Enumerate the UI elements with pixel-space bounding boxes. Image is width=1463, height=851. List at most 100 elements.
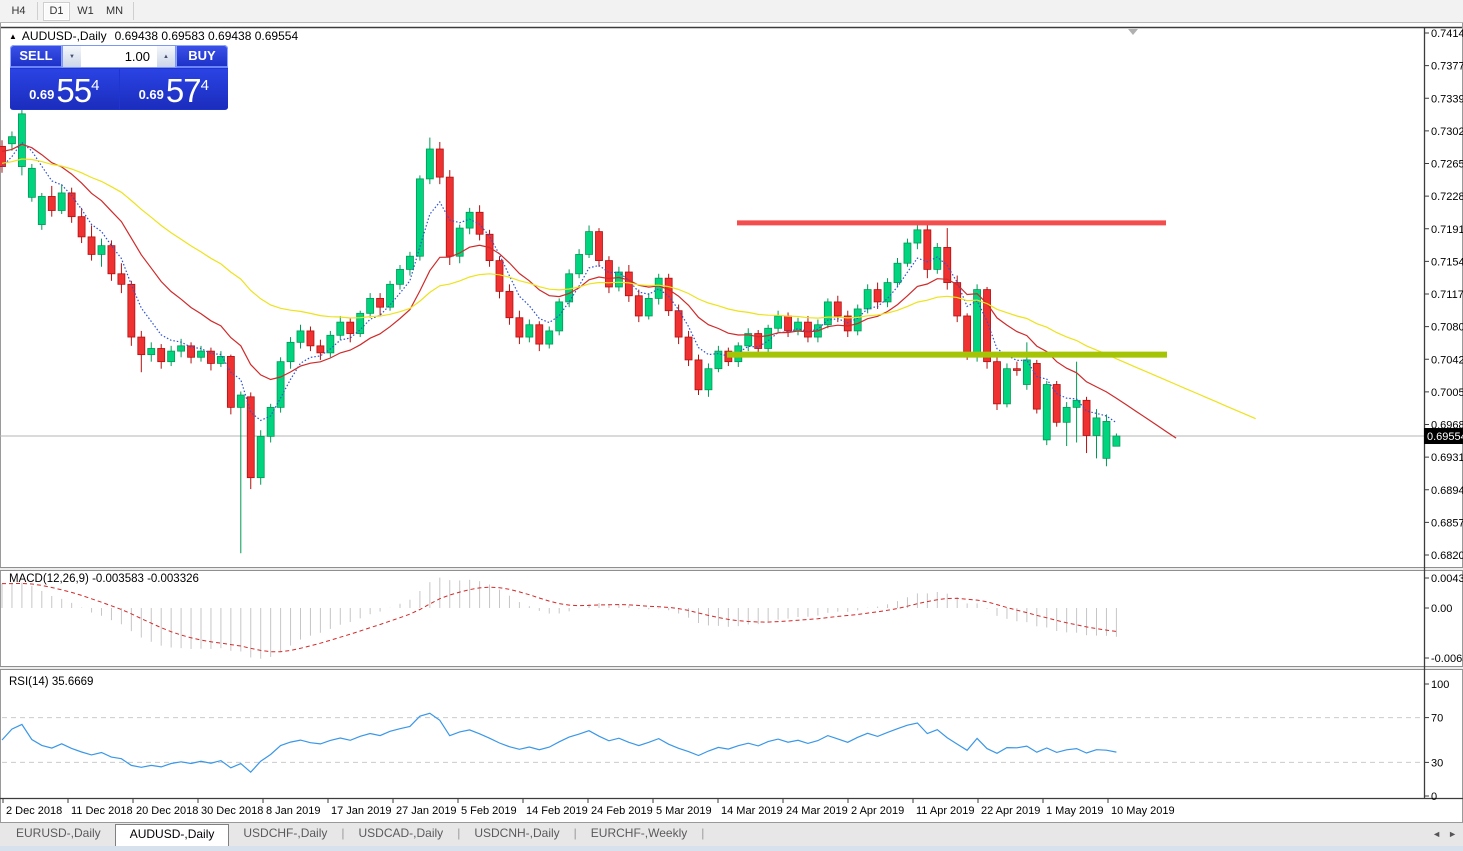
macd-indicator-label: MACD(12,26,9) -0.003583 -0.003326 <box>9 573 199 585</box>
sell-price-pips: 4 <box>91 77 100 94</box>
macd-name: MACD(12,26,9) <box>9 573 89 585</box>
moving-average-34 <box>1 158 1256 420</box>
date-axis-label: 24 Mar 2019 <box>786 805 848 817</box>
rsi-axis-label: 100 <box>1431 679 1449 691</box>
date-axis-label: 30 Dec 2018 <box>201 805 263 817</box>
macd-values: -0.003583 -0.003326 <box>92 573 199 585</box>
tab-separator: | <box>341 826 345 840</box>
volume-input[interactable] <box>81 46 157 67</box>
tab-scroll-right-icon[interactable]: ► <box>1448 829 1457 839</box>
date-axis-label: 5 Feb 2019 <box>461 805 517 817</box>
tab-usdchf-daily[interactable]: USDCHF-,Daily <box>243 826 328 840</box>
tab-usdcnh-daily[interactable]: USDCNH-,Daily <box>474 826 560 840</box>
sell-price-big: 55 <box>56 72 92 109</box>
date-axis-label: 1 May 2019 <box>1046 805 1103 817</box>
buy-price-pips: 4 <box>200 77 209 94</box>
date-axis-label: 5 Mar 2019 <box>656 805 712 817</box>
macd-axis-label: 0.004331 <box>1431 573 1463 585</box>
sell-button[interactable]: SELL <box>10 45 62 68</box>
last-price-box <box>1424 428 1463 445</box>
date-axis-label: 22 Apr 2019 <box>981 805 1040 817</box>
one-click-trade-panel: SELL ▼ ▲ BUY 0.69 55 4 0.69 57 4 <box>10 45 228 110</box>
timeframe-button-d1[interactable]: D1 <box>43 1 70 21</box>
rsi-indicator-label: RSI(14) 35.6669 <box>9 676 93 688</box>
date-axis-label: 2 Apr 2019 <box>851 805 904 817</box>
buy-price-big: 57 <box>165 72 202 109</box>
rsi-line <box>1 712 1117 774</box>
date-axis-label: 11 Dec 2018 <box>71 805 133 817</box>
tab-separator: | <box>701 826 705 840</box>
rsi-value: 35.6669 <box>51 676 94 688</box>
date-axis-label: 27 Jan 2019 <box>396 805 457 817</box>
timeframe-button-mn[interactable]: MN <box>101 2 128 21</box>
sell-price-quote[interactable]: 0.69 55 4 <box>10 69 119 109</box>
tab-eurusd-daily[interactable]: EURUSD-,Daily <box>16 826 101 840</box>
moving-average-5 <box>1 141 1117 424</box>
last-price-value: 0.69554 <box>1427 431 1463 443</box>
rsi-name: RSI(14) <box>9 676 49 688</box>
macd-axis-label: -0.006373 <box>1431 653 1463 665</box>
tab-usdcad-daily[interactable]: USDCAD-,Daily <box>358 826 444 840</box>
pane-splitter[interactable] <box>0 567 1463 571</box>
timeframe-toolbar: H4 D1 W1 MN <box>0 0 1463 23</box>
volume-increase-button[interactable]: ▲ <box>157 46 175 67</box>
pane-splitter[interactable] <box>0 666 1463 670</box>
tab-bar-bottom-strip <box>0 846 1463 851</box>
rsi-axis-label: 70 <box>1431 713 1443 725</box>
collapse-trade-panel-icon[interactable]: ▲ <box>9 32 17 41</box>
date-axis-label: 24 Feb 2019 <box>591 805 653 817</box>
chart-title: ▲ AUDUSD-,Daily 0.69438 0.69583 0.69438 0.… <box>9 29 298 43</box>
date-axis-label: 8 Jan 2019 <box>266 805 320 817</box>
candlestick-layer <box>0 106 1121 554</box>
toolbar-separator <box>37 2 38 20</box>
tab-audusd-daily[interactable]: AUDUSD-,Daily <box>114 824 230 847</box>
buy-price-quote[interactable]: 0.69 57 4 <box>119 69 228 109</box>
tab-separator: | <box>573 826 577 840</box>
date-axis-label: 14 Mar 2019 <box>721 805 783 817</box>
rsi-axis-label: 0 <box>1431 791 1437 803</box>
buy-price-prefix: 0.69 <box>138 87 164 102</box>
tab-scroll-left-icon[interactable]: ◄ <box>1432 829 1441 839</box>
toolbar-separator <box>133 2 135 20</box>
date-axis-label: 2 Dec 2018 <box>6 805 62 817</box>
sell-price-prefix: 0.69 <box>29 87 55 102</box>
tab-separator: | <box>457 826 461 840</box>
timeframe-button-h4[interactable]: H4 <box>5 2 32 21</box>
macd-histogram <box>1 577 1117 659</box>
chart-symbol: AUDUSD-,Daily <box>21 29 107 43</box>
symbol-tab-bar: EURUSD-,Daily AUDUSD-,Daily USDCHF-,Daily |… <box>0 822 1463 851</box>
macd-signal-line <box>2 582 1117 653</box>
date-axis-label: 10 May 2019 <box>1111 805 1175 817</box>
date-axis-label: 14 Feb 2019 <box>526 805 588 817</box>
chart-shift-marker-icon <box>1128 29 1138 35</box>
date-axis-label: 11 Apr 2019 <box>916 805 975 817</box>
buy-button[interactable]: BUY <box>176 45 228 68</box>
tab-eurchf-weekly[interactable]: EURCHF-,Weekly <box>590 826 688 840</box>
volume-stepper: ▼ ▲ <box>62 45 176 68</box>
timeframe-button-w1[interactable]: W1 <box>72 2 99 21</box>
rsi-axis-label: 30 <box>1431 757 1443 769</box>
volume-decrease-button[interactable]: ▼ <box>63 46 81 67</box>
chart-ohlc-values: 0.69438 0.69583 0.69438 0.69554 <box>114 29 299 43</box>
moving-average-13 <box>1 143 1177 439</box>
date-axis-label: 17 Jan 2019 <box>331 805 392 817</box>
date-axis-label: 20 Dec 2018 <box>136 805 198 817</box>
macd-axis-label: 0.00 <box>1431 603 1452 615</box>
